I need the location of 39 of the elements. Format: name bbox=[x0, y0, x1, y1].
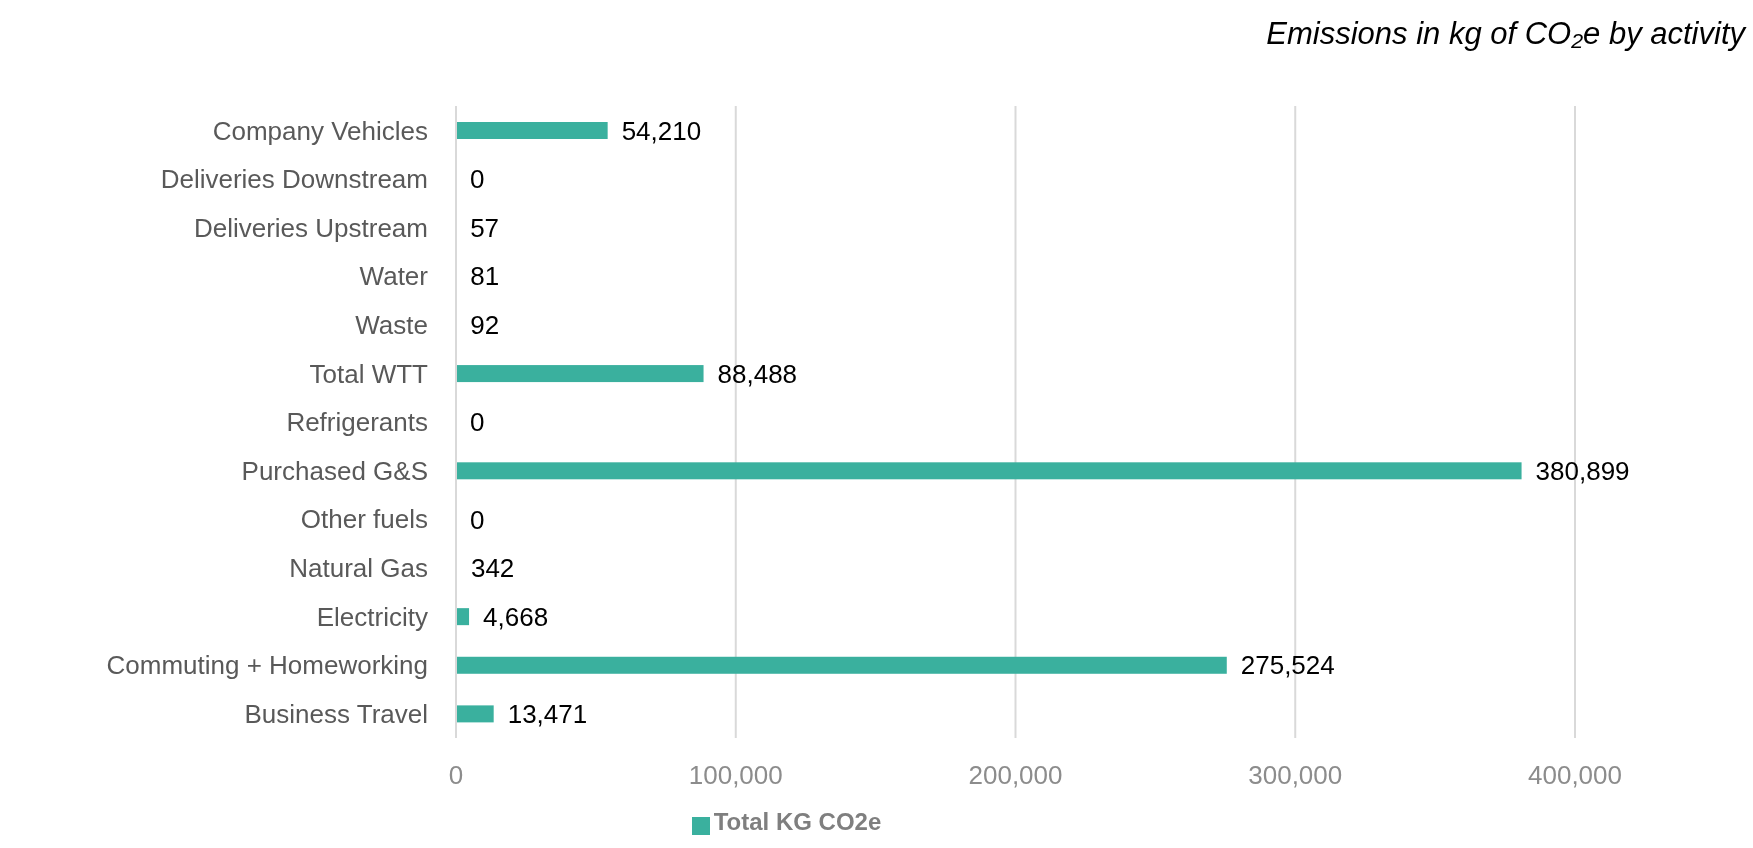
y-tick-label: Electricity bbox=[316, 601, 428, 632]
y-tick-label: Commuting + Homeworking bbox=[106, 650, 428, 681]
y-tick-label: Deliveries Upstream bbox=[193, 212, 428, 243]
bar bbox=[456, 656, 1227, 674]
y-tick-label: Deliveries Downstream bbox=[160, 164, 428, 195]
x-tick-label: 0 bbox=[448, 760, 464, 791]
data-label: 81 bbox=[470, 261, 500, 292]
data-label: 342 bbox=[470, 553, 515, 584]
data-label: 88,488 bbox=[717, 358, 798, 389]
bar bbox=[456, 122, 608, 139]
y-tick-label: Purchased G&S bbox=[241, 455, 428, 486]
bar bbox=[456, 462, 1522, 480]
y-tick-label: Business Travel bbox=[244, 698, 428, 729]
data-label: 0 bbox=[470, 504, 485, 535]
y-tick-label: Natural Gas bbox=[289, 553, 428, 584]
data-label: 0 bbox=[470, 164, 485, 195]
y-tick-label: Water bbox=[359, 261, 429, 292]
y-tick-label: Waste bbox=[355, 310, 428, 340]
x-tick-label: 400,000 bbox=[1528, 760, 1622, 791]
data-label: 380,899 bbox=[1535, 455, 1630, 486]
data-label: 4,668 bbox=[483, 601, 549, 632]
data-label: 0 bbox=[470, 407, 485, 438]
data-label: 54,210 bbox=[621, 115, 702, 146]
data-label: 92 bbox=[470, 310, 500, 341]
x-tick-label: 200,000 bbox=[968, 760, 1063, 791]
bar bbox=[456, 365, 704, 383]
data-label: 275,524 bbox=[1240, 650, 1335, 681]
y-tick-label: Other fuels bbox=[300, 504, 428, 535]
data-label: 13,471 bbox=[507, 698, 588, 729]
x-tick-label: 300,000 bbox=[1248, 760, 1343, 791]
chart-title: Emissions in kg of CO₂e by activity bbox=[1265, 15, 1745, 53]
legend-label: Total KG CO2e bbox=[713, 808, 882, 835]
y-tick-label: Refrigerants bbox=[286, 407, 428, 438]
y-tick-label: Company Vehicles bbox=[212, 115, 428, 146]
bar bbox=[456, 705, 494, 723]
y-tick-label: Total WTT bbox=[309, 358, 429, 389]
data-label: 57 bbox=[470, 212, 500, 243]
bar bbox=[456, 608, 470, 626]
x-tick-label: 100,000 bbox=[688, 760, 783, 791]
